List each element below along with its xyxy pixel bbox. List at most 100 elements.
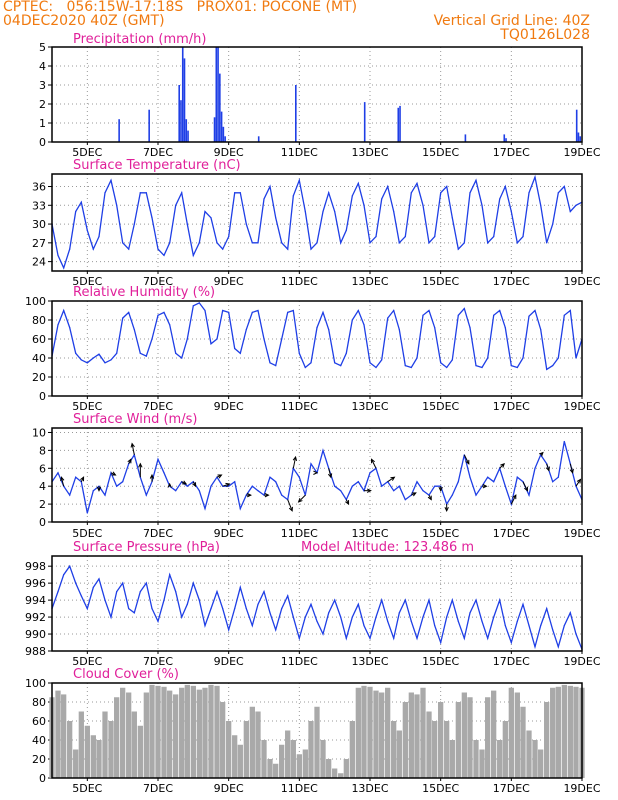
header-line1: CPTEC: 056:15W-17:18S PROX01: POCONE (MT…: [3, 0, 358, 15]
series-point: [428, 599, 430, 601]
series-point: [163, 254, 165, 256]
cloud-bar: [467, 697, 473, 778]
y-tick-label: 33: [32, 199, 46, 212]
series-point: [92, 248, 94, 250]
series-point: [75, 352, 77, 354]
series-point: [104, 494, 106, 496]
wind-arrow: [327, 468, 333, 479]
x-tick-label: 13DEC: [351, 275, 388, 288]
x-tick-label: 13DEC: [351, 400, 388, 413]
series-point: [198, 599, 200, 601]
cloud-bar: [261, 740, 267, 778]
series-point: [281, 494, 283, 496]
series-point: [210, 343, 212, 345]
series-point: [546, 368, 548, 370]
x-tick-label: 11DEC: [281, 527, 318, 540]
wind-arrow-shaft: [546, 463, 550, 471]
wind-arrow-head: [411, 492, 417, 497]
wind-arrow: [510, 494, 517, 505]
panel-frame: [51, 300, 583, 397]
series-point: [181, 192, 183, 194]
series-point: [534, 646, 536, 648]
wind-arrow-head: [500, 462, 505, 468]
series-point: [263, 591, 265, 593]
x-tick-label: 15DEC: [422, 782, 459, 795]
series-point: [210, 217, 212, 219]
wind-arrow-head: [225, 482, 231, 488]
series-point: [251, 624, 253, 627]
series-point: [228, 311, 230, 313]
cloud-bar: [243, 721, 249, 778]
cloud-bar: [196, 689, 202, 778]
series-point: [563, 314, 565, 316]
series-point: [516, 476, 518, 478]
series-point: [245, 223, 247, 225]
series-point: [446, 185, 448, 188]
x-tick-label: 15DEC: [422, 400, 459, 413]
series-point: [369, 362, 371, 364]
cloud-bar: [367, 686, 373, 778]
x-tick-label: 5DEC: [72, 275, 102, 288]
series-point: [499, 309, 501, 312]
series-point: [86, 229, 88, 231]
series-point: [269, 612, 271, 614]
series-point: [257, 242, 259, 244]
series-point: [110, 179, 112, 181]
series-point: [357, 309, 359, 312]
series-point: [234, 347, 236, 350]
series-point: [381, 485, 383, 487]
wind-arrow-head: [149, 473, 155, 479]
series-point: [516, 366, 518, 369]
series-point: [557, 646, 559, 648]
cloud-bar: [173, 694, 179, 778]
series-point: [269, 476, 271, 478]
series-point: [369, 242, 371, 244]
series-point: [145, 582, 147, 584]
x-tick-label: 15DEC: [422, 655, 459, 668]
wind-arrow: [96, 486, 102, 492]
panel-frame: [51, 173, 583, 272]
series-point: [63, 574, 65, 576]
wind-arrow: [411, 492, 417, 497]
cloud-bar: [302, 749, 308, 778]
series-point: [234, 192, 236, 194]
panel-1: 24 27 30 33 36 5DEC 7DEC 9DEC 11DEC 13DEC 15DEC 17D…: [32, 158, 601, 288]
precip-bar: [118, 119, 120, 142]
x-tick-label: 11DEC: [281, 400, 318, 413]
series-point: [393, 309, 395, 312]
series-point: [163, 311, 165, 313]
series-point: [322, 449, 324, 451]
precip-bar: [180, 100, 182, 142]
y-tick-label: 100: [25, 677, 46, 690]
cloud-bar: [290, 740, 296, 778]
wind-arrow-head: [345, 500, 350, 506]
cloud-bar: [573, 686, 579, 778]
cloud-bar: [326, 759, 332, 778]
series-point: [363, 204, 365, 206]
wind-arrow-head: [438, 486, 443, 492]
y-tick-label: 20: [32, 371, 46, 384]
series-point: [510, 641, 512, 644]
cloud-bar: [167, 690, 173, 778]
x-tick-label: 7DEC: [143, 275, 173, 288]
cloud-bar: [414, 694, 420, 778]
series-point: [422, 314, 424, 316]
series-point: [104, 599, 106, 601]
wind-arrow: [499, 462, 505, 469]
series-point: [457, 481, 459, 483]
wind-arrow-shaft: [222, 483, 230, 487]
series-point: [469, 476, 471, 478]
series-point: [540, 624, 542, 627]
y-tick-label: 2: [39, 98, 46, 111]
cloud-bar: [285, 730, 291, 778]
wind-arrow-head: [444, 507, 449, 512]
wind-arrow: [246, 492, 252, 498]
series-point: [481, 620, 483, 622]
cloud-bar: [526, 730, 532, 778]
y-tick-label: 36: [32, 181, 46, 194]
y-tick-label: 0: [39, 772, 46, 785]
panel-frame: [51, 46, 583, 143]
series-point: [169, 242, 171, 244]
wind-arrow-head: [512, 494, 517, 500]
